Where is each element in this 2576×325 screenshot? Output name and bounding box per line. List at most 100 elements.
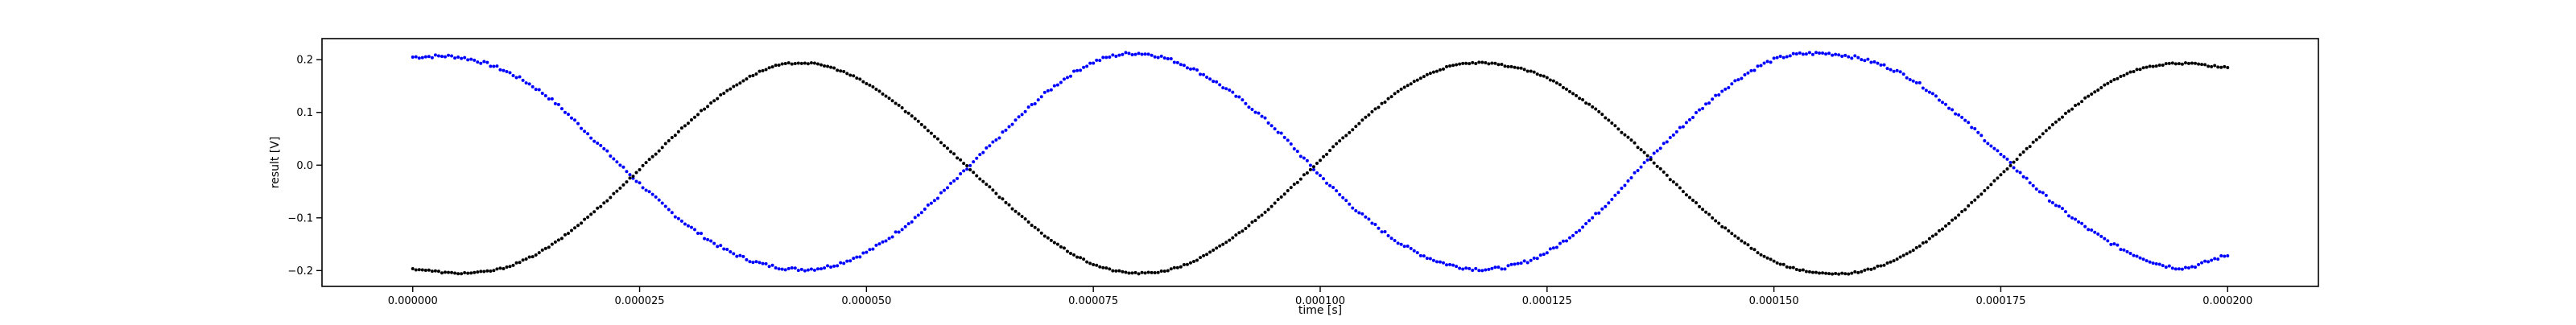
- data-point: [430, 269, 434, 274]
- data-point: [1487, 267, 1491, 271]
- data-point: [1247, 105, 1251, 109]
- data-point: [975, 174, 979, 178]
- data-point: [2050, 123, 2054, 127]
- data-point: [663, 142, 667, 146]
- data-point: [1221, 242, 1225, 246]
- data-point: [1150, 53, 1154, 57]
- data-point: [761, 68, 765, 72]
- data-point: [881, 92, 885, 96]
- data-point: [1937, 228, 1941, 232]
- data-point: [1088, 61, 1092, 65]
- data-point: [1814, 270, 1818, 274]
- data-point: [1438, 68, 1442, 72]
- data-point: [1199, 72, 1203, 76]
- data-point: [812, 268, 816, 272]
- data-point: [2063, 210, 2067, 214]
- data-point: [1772, 259, 1776, 263]
- data-point: [1736, 78, 1740, 82]
- data-point: [1461, 267, 1465, 271]
- data-point: [1791, 51, 1795, 56]
- data-point: [621, 183, 625, 187]
- data-point: [1856, 56, 1860, 60]
- data-point: [559, 237, 564, 241]
- data-point: [1639, 165, 1643, 169]
- plot-frame: [321, 38, 2319, 287]
- data-point: [770, 65, 774, 69]
- data-point: [453, 271, 457, 275]
- data-point: [602, 146, 606, 150]
- data-point: [2132, 70, 2136, 74]
- data-point: [2180, 267, 2184, 271]
- data-point: [1944, 102, 1948, 106]
- data-point: [1824, 271, 1828, 275]
- data-point: [1733, 234, 1737, 238]
- data-point: [1743, 241, 1747, 245]
- data-point: [2025, 146, 2029, 150]
- data-point: [1791, 265, 1795, 269]
- data-point: [738, 253, 742, 257]
- data-point: [952, 179, 956, 183]
- data-point: [1228, 238, 1232, 242]
- data-point: [910, 220, 914, 224]
- data-point: [2161, 264, 2165, 268]
- data-point: [1464, 266, 1468, 270]
- data-point: [1253, 110, 1257, 114]
- data-point: [981, 150, 985, 154]
- data-point: [641, 163, 645, 167]
- data-point: [1525, 69, 1530, 73]
- data-point: [2177, 62, 2181, 66]
- data-point: [1127, 51, 1131, 56]
- data-point: [1674, 130, 1678, 134]
- data-point: [826, 264, 830, 268]
- data-point: [1007, 125, 1011, 129]
- data-point: [1228, 88, 1232, 93]
- data-point: [654, 195, 658, 199]
- data-point: [1707, 101, 1711, 105]
- data-point: [1370, 221, 1374, 225]
- data-point: [1568, 236, 1571, 240]
- data-point: [1208, 77, 1212, 81]
- data-point: [855, 76, 859, 80]
- data-point: [1860, 58, 1864, 62]
- data-point: [716, 97, 720, 101]
- data-point: [1914, 80, 1918, 84]
- data-point: [2057, 117, 2061, 121]
- data-point: [1927, 90, 1931, 94]
- data-point: [447, 53, 451, 57]
- data-point: [1561, 239, 1565, 243]
- data-point: [881, 240, 885, 244]
- data-point: [1636, 146, 1640, 150]
- data-point: [1030, 103, 1034, 107]
- data-point: [1506, 264, 1510, 268]
- data-point: [495, 64, 499, 68]
- data-point: [1736, 237, 1740, 241]
- data-point: [919, 211, 923, 215]
- data-point: [2041, 191, 2045, 195]
- data-point: [2216, 257, 2220, 261]
- data-point: [1834, 271, 1838, 275]
- data-point: [521, 258, 525, 262]
- data-point: [563, 232, 567, 237]
- data-point: [485, 60, 489, 64]
- data-point: [1794, 267, 1798, 271]
- data-point: [654, 152, 658, 156]
- data-point: [1558, 83, 1562, 87]
- data-point: [1607, 118, 1611, 122]
- data-point: [676, 130, 680, 134]
- data-point: [1853, 269, 1857, 274]
- data-point: [900, 105, 904, 109]
- data-point: [1863, 268, 1867, 272]
- data-point: [1837, 272, 1841, 276]
- data-point: [2041, 132, 2045, 136]
- data-point: [433, 269, 437, 273]
- data-point: [2180, 62, 2184, 66]
- data-point: [1804, 269, 1808, 274]
- data-point: [537, 88, 541, 92]
- data-point: [1338, 139, 1342, 143]
- data-point: [1418, 76, 1422, 80]
- data-point: [1474, 61, 1478, 65]
- data-point: [1901, 72, 1905, 76]
- data-point: [1130, 53, 1134, 57]
- data-point: [1276, 130, 1280, 134]
- data-point: [1937, 98, 1941, 102]
